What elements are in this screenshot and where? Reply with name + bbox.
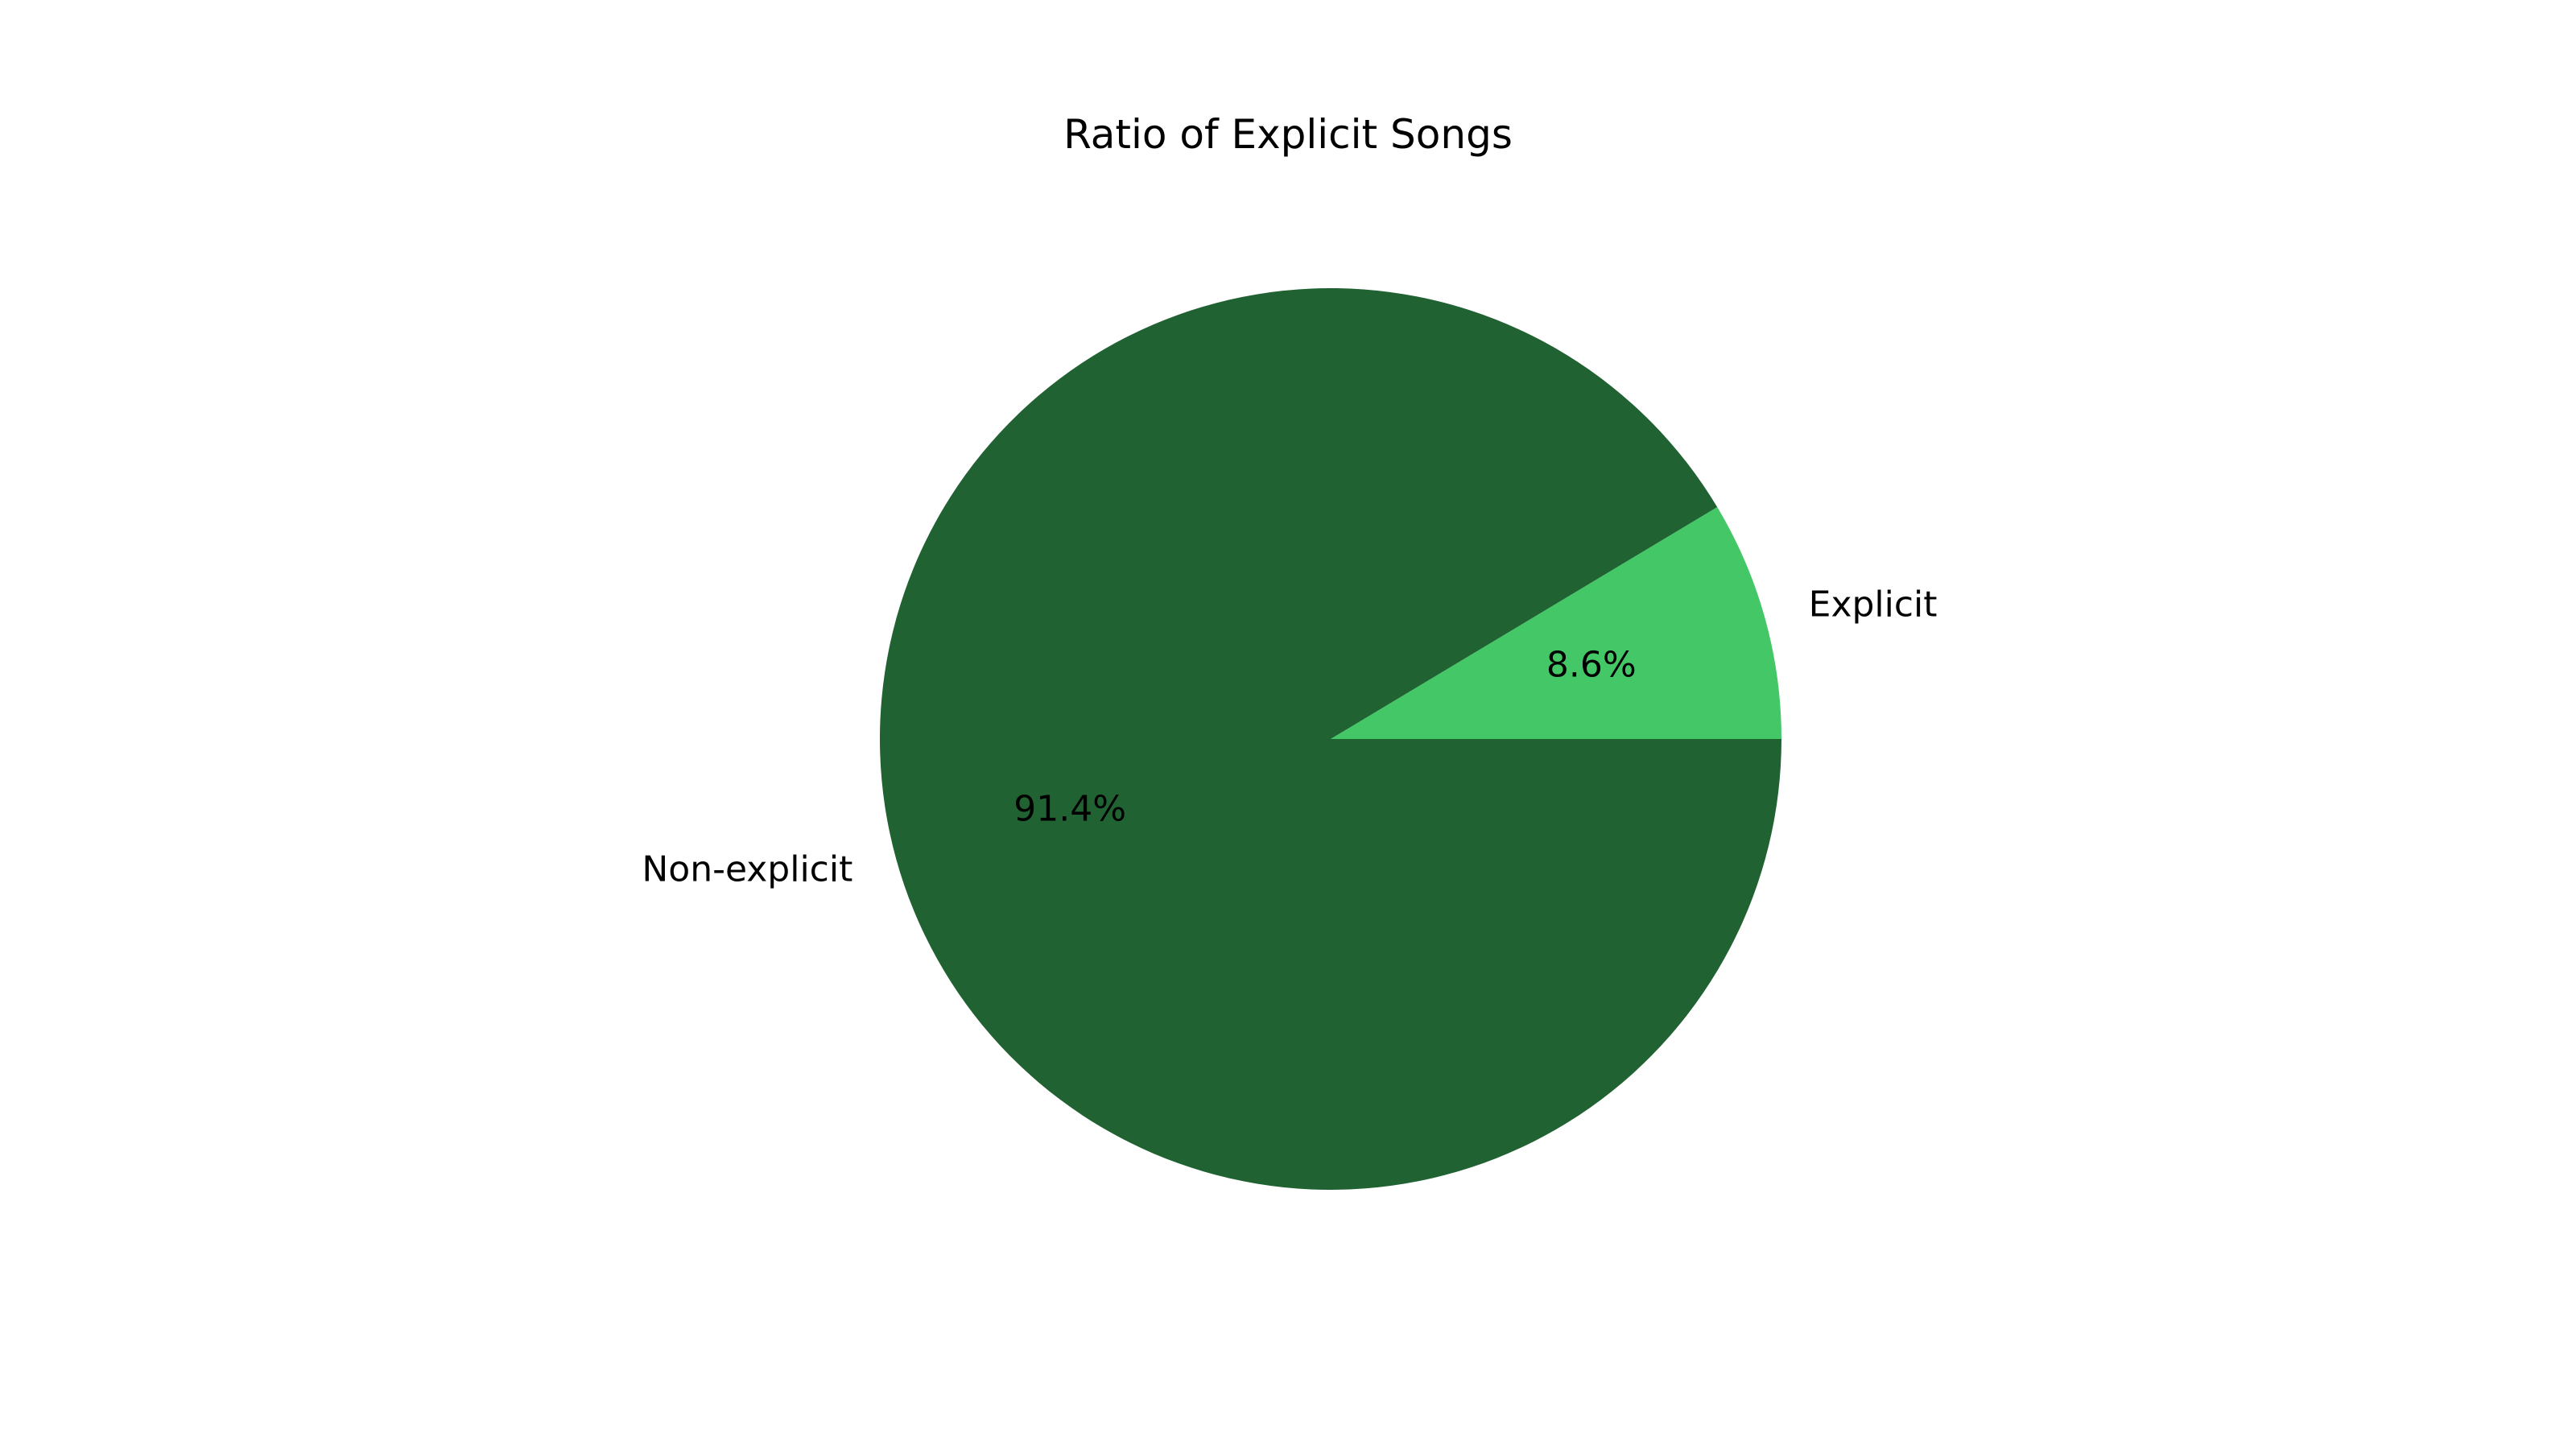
pie-slice-non-explicit: [879, 288, 1781, 1191]
percent-label-non-explicit: 91.4%: [1013, 789, 1126, 830]
chart-title: Ratio of Explicit Songs: [1063, 111, 1513, 158]
slice-label-explicit: Explicit: [1809, 584, 1938, 625]
pie-slice-explicit: [1331, 506, 1781, 739]
pie-slices: [879, 288, 1781, 1191]
percent-label-explicit: 8.6%: [1546, 644, 1637, 685]
slice-label-non-explicit: Non-explicit: [642, 848, 852, 890]
pie-labels: Explicit 8.6% Non-explicit 91.4%: [642, 584, 1937, 890]
